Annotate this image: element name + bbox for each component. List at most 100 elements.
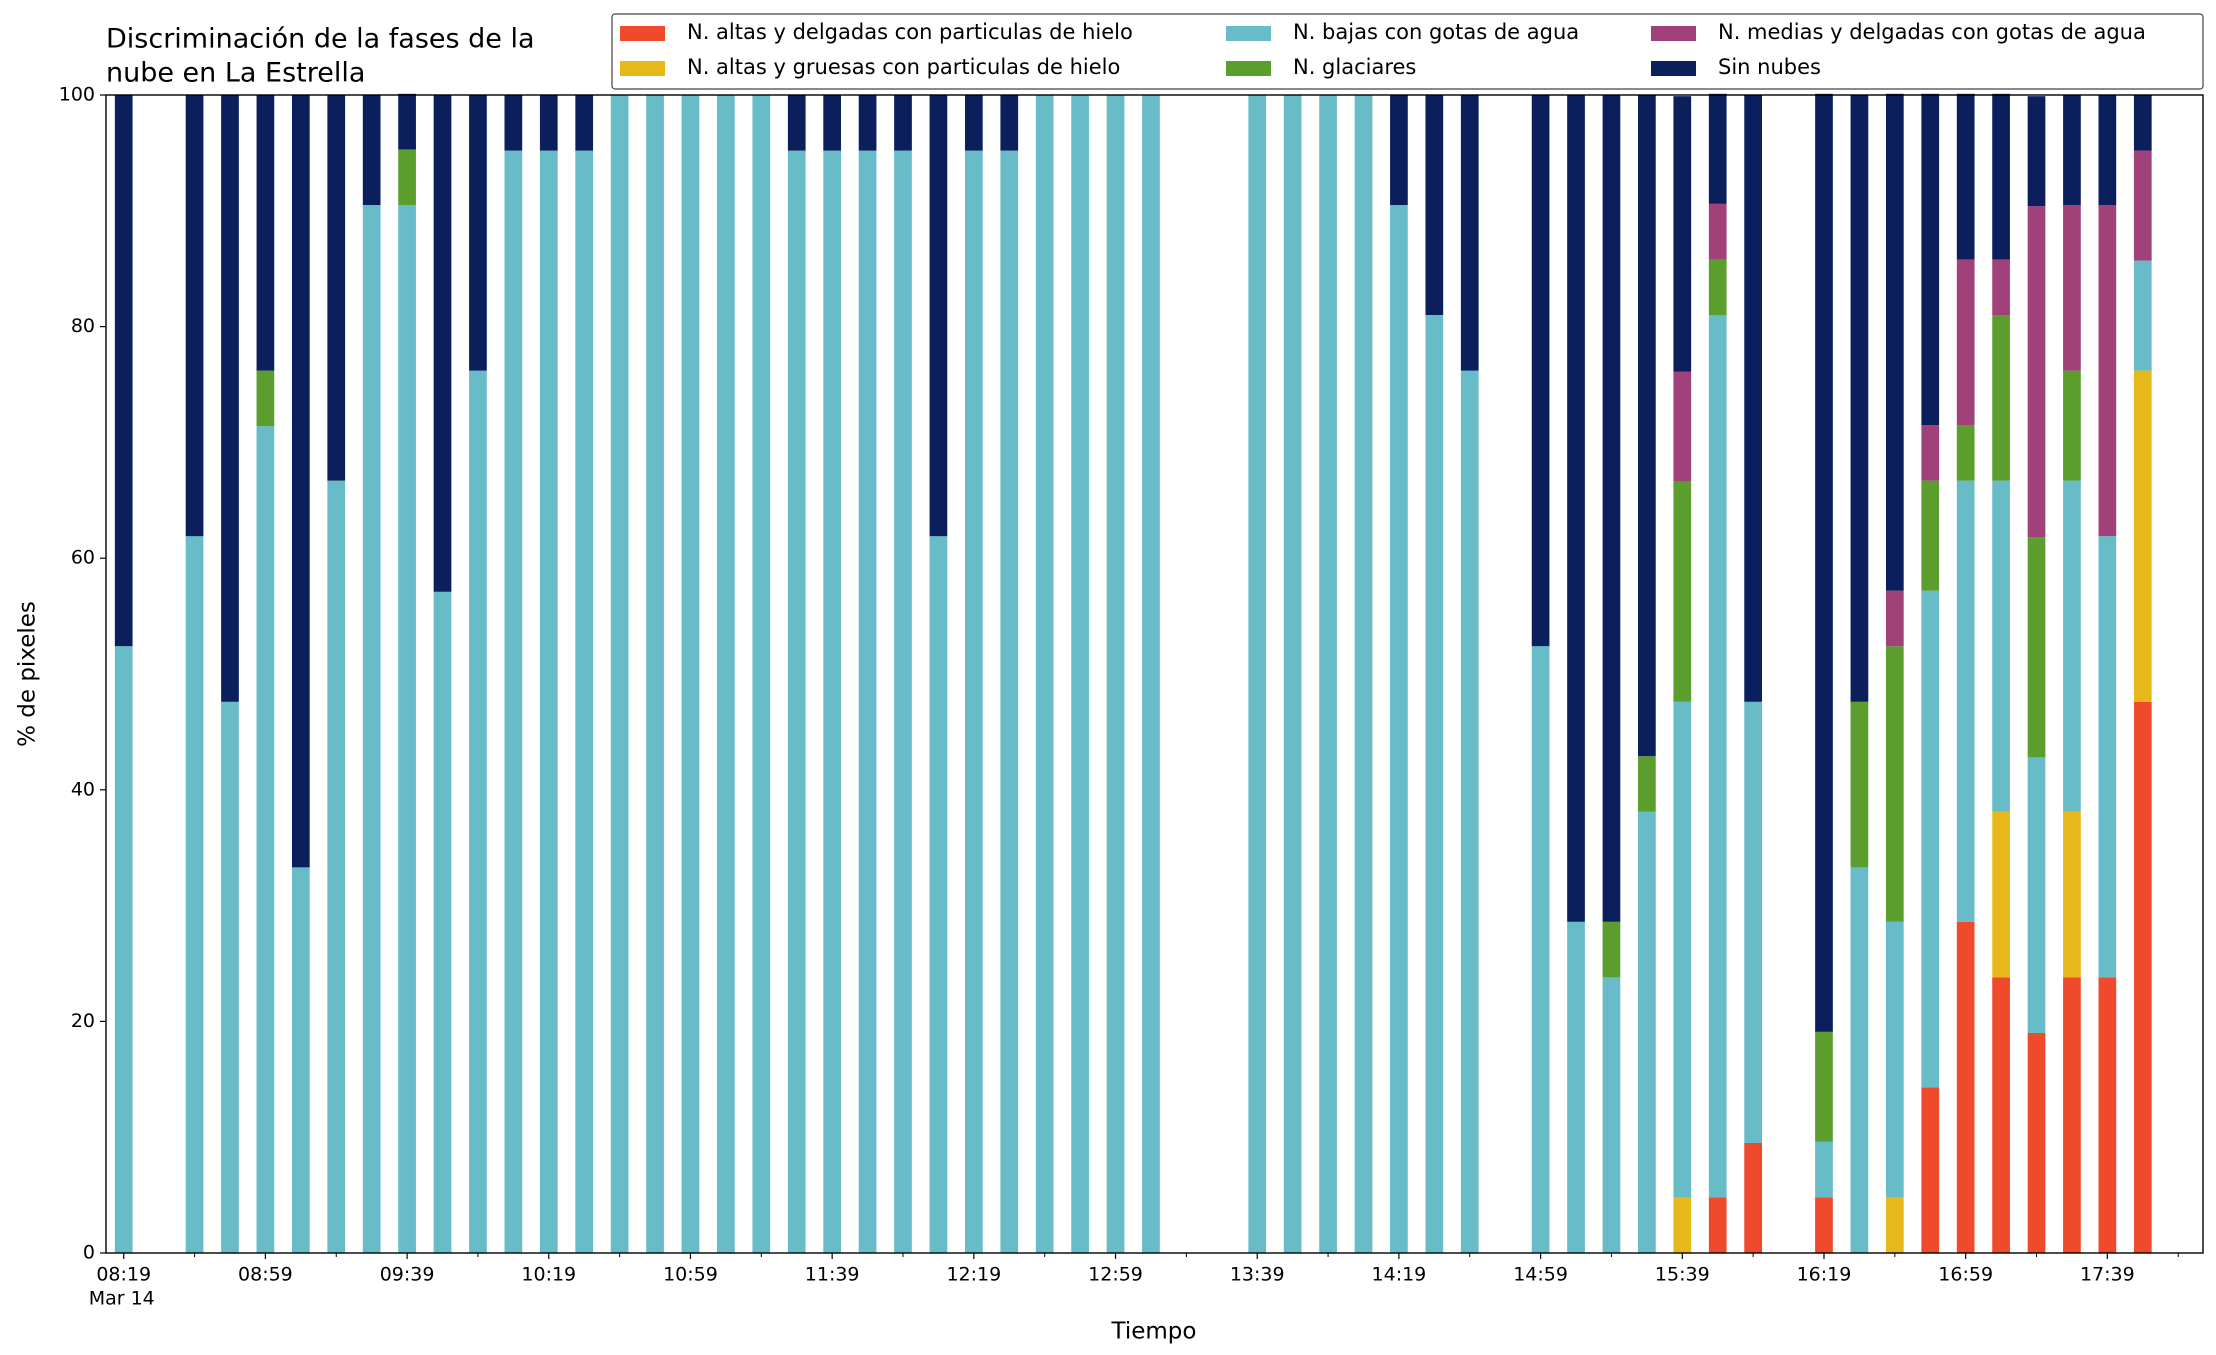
bar-segment [1885,590,1904,647]
bar-segment [2063,811,2081,978]
bar-segment [114,95,133,647]
bar-segment [858,95,877,151]
bar-segment [1673,96,1692,372]
bar-segment [1956,259,1975,426]
bar-segment [398,149,416,206]
bar-segment [185,536,204,1253]
chart-title: nube en La Estrella [106,58,365,89]
bar-segment [2098,95,2117,206]
bar-segment [114,646,133,1253]
bar-segment [1850,867,1869,1253]
bar-segment [787,95,806,151]
bar-segment [2063,95,2081,206]
bar-segment [469,370,487,1253]
bar-segment [1744,95,1762,702]
bar-segment [787,150,806,1254]
bar-segment [1354,95,1373,1253]
bar-segment [2027,1032,2046,1253]
x-tick-label: 12:59 [1088,1264,1143,1286]
bar-segment [1638,756,1656,812]
bar-segment [1567,95,1585,922]
y-axis-label: % de pixeles [15,601,41,747]
bar-segment [1319,95,1337,1253]
bar-segment [1921,93,1940,426]
bar-segment [221,95,239,702]
y-tick-label: 80 [71,315,95,337]
x-tick-label: 09:39 [380,1264,435,1286]
bar-segment [1992,93,2010,260]
bar-segment [1248,95,1267,1253]
bar-segment [1744,701,1762,1143]
bar-segment [2133,95,2152,151]
y-tick-label: 100 [59,84,95,106]
legend-label: N. altas y delgadas con particulas de hi… [687,20,1133,44]
legend-label: N. altas y gruesas con particulas de hie… [687,55,1120,79]
bar-segment [1638,95,1656,757]
bar-segment [1921,480,1940,591]
bar-segment [1390,205,1408,1253]
bar-segment [1425,315,1444,1253]
bar-segment [1567,921,1585,1253]
bar-segment [256,95,275,371]
plot-frame [105,94,2204,1254]
bar-segment [1673,701,1692,1198]
x-date-label: Mar 14 [89,1288,155,1310]
bar-segment [398,205,416,1253]
bar-segment [2027,757,2046,1033]
bar-segment [1992,811,2010,978]
bar-segment [327,480,346,1253]
bar-segment [327,95,346,481]
bar-segment [1460,370,1479,1253]
bar-segment [752,95,771,1253]
y-tick-label: 0 [83,1242,95,1264]
bar-segment [2133,701,2152,1253]
x-tick-label: 08:19 [96,1264,151,1286]
bar-segment [221,701,239,1253]
bar-segment [894,95,912,151]
bar-segment [858,150,877,1254]
bar-segment [398,93,416,150]
bar-segment [964,95,983,151]
bar-segment [1921,590,1940,1088]
bar-segment [1531,646,1550,1253]
bar-segment [362,95,381,206]
x-tick-label: 16:59 [1938,1264,1993,1286]
bar-segment [1602,95,1621,922]
bar-segment [1815,93,1833,1032]
bar-segment [2063,205,2081,371]
bar-segment [469,95,487,371]
bar-segment [2133,260,2152,371]
bar-segment [1815,1031,1833,1142]
bar-segment [1956,93,1975,260]
bar-segment [362,205,381,1253]
bar-segment [539,150,558,1254]
bar-segment [1602,921,1621,978]
legend-swatch [1651,61,1696,76]
bar-segment [2063,370,2081,481]
bar-segment [964,150,983,1254]
bar-segment [539,95,558,151]
bar-segment [1885,646,1904,922]
bar-segment [1992,259,2010,316]
legend-swatch [1226,61,1271,76]
x-tick-label: 13:39 [1230,1264,1285,1286]
bar-segment [1425,95,1444,316]
bar-segment [504,150,523,1254]
bar-segment [256,426,275,1253]
bar-segment [256,370,275,427]
x-tick-label: 17:39 [2080,1264,2135,1286]
x-tick-label: 14:19 [1372,1264,1427,1286]
bar-segment [1744,1142,1762,1253]
legend-label: Sin nubes [1718,55,1821,79]
bar-segment [1850,701,1869,868]
bar-segment [894,150,912,1254]
bar-segment [1992,977,2010,1253]
x-tick-label: 10:59 [663,1264,718,1286]
legend-swatch [1226,26,1271,41]
legend-box [611,13,2204,90]
bar-segment [929,536,948,1253]
bar-segment [2133,370,2152,702]
bar-segment [2027,537,2046,758]
